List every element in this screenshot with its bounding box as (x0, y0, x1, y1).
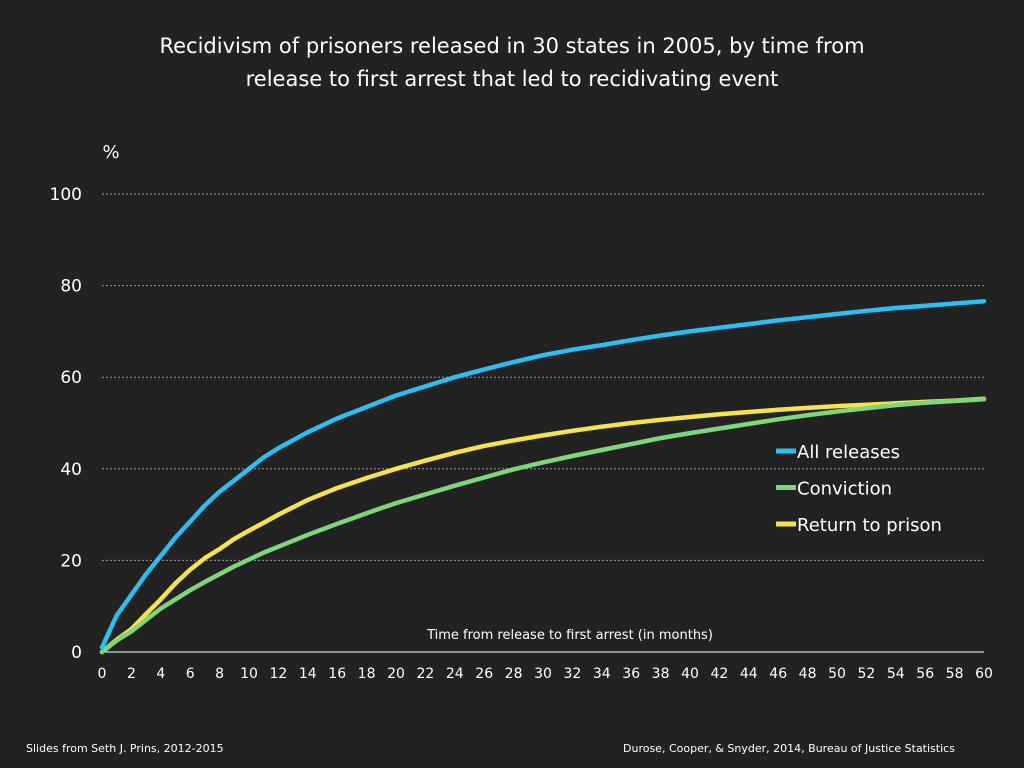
y-axis-label: % (102, 142, 119, 163)
legend-label-all-releases: All releases (797, 442, 900, 463)
x-tick-label-42: 42 (710, 666, 728, 682)
x-tick-label-18: 18 (358, 666, 376, 682)
chart-title-line-2: release to first arrest that led to reci… (245, 67, 779, 91)
x-tick-label-48: 48 (799, 666, 817, 682)
x-tick-label-14: 14 (299, 666, 317, 682)
chart-title: Recidivism of prisoners released in 30 s… (0, 30, 1024, 96)
x-tick-label-4: 4 (156, 666, 165, 682)
x-tick-label-0: 0 (98, 666, 107, 682)
footer-credit: Slides from Seth J. Prins, 2012-2015 (26, 742, 224, 755)
footer-source: Durose, Cooper, & Snyder, 2014, Bureau o… (623, 742, 955, 755)
series-line-return-to-prison (99, 396, 987, 655)
x-tick-label-26: 26 (475, 666, 493, 682)
x-tick-label-30: 30 (534, 666, 552, 682)
x-tick-label-10: 10 (240, 666, 258, 682)
x-tick-label-16: 16 (328, 666, 346, 682)
x-tick-label-50: 50 (828, 666, 846, 682)
x-tick-label-34: 34 (593, 666, 611, 682)
x-tick-label-20: 20 (387, 666, 405, 682)
chart-title-line-1: Recidivism of prisoners released in 30 s… (159, 34, 865, 58)
x-tick-label-8: 8 (215, 666, 224, 682)
legend-label-conviction: Conviction (797, 479, 892, 500)
x-tick-label-44: 44 (740, 666, 758, 682)
x-tick-label-22: 22 (416, 666, 434, 682)
x-tick-label-6: 6 (186, 666, 195, 682)
x-tick-label-60: 60 (975, 666, 993, 682)
chart-series (99, 298, 987, 655)
x-axis-label: Time from release to first arrest (in mo… (426, 628, 713, 643)
x-tick-label-12: 12 (269, 666, 287, 682)
x-tick-label-36: 36 (622, 666, 640, 682)
x-tick-label-24: 24 (446, 666, 464, 682)
legend-label-return-to-prison: Return to prison (797, 515, 942, 536)
series-line-conviction (99, 396, 987, 655)
x-tick-label-38: 38 (652, 666, 670, 682)
x-tick-label-54: 54 (887, 666, 905, 682)
y-tick-label-100: 100 (50, 185, 82, 205)
chart-legend: All releases Conviction Return to prison (776, 442, 942, 536)
y-tick-label-40: 40 (60, 460, 82, 480)
x-tick-label-32: 32 (563, 666, 581, 682)
x-axis-ticks: 0 2 4 6 8 10 12 14 16 18 20 22 24 26 28 30 32 34 36 38 40 42 4… (98, 666, 993, 682)
x-tick-label-46: 46 (769, 666, 787, 682)
x-tick-label-56: 56 (916, 666, 934, 682)
y-tick-label-20: 20 (60, 551, 82, 571)
x-tick-label-40: 40 (681, 666, 699, 682)
x-tick-label-28: 28 (505, 666, 523, 682)
x-tick-label-58: 58 (946, 666, 964, 682)
chart-gridlines (102, 193, 984, 561)
y-tick-label-0: 0 (71, 643, 82, 663)
series-line-all-releases (99, 298, 987, 650)
y-axis-ticks: 0 20 40 60 80 100 (50, 185, 82, 663)
y-tick-label-60: 60 (60, 368, 82, 388)
x-tick-label-2: 2 (127, 666, 136, 682)
y-tick-label-80: 80 (60, 277, 82, 297)
x-tick-label-52: 52 (857, 666, 875, 682)
